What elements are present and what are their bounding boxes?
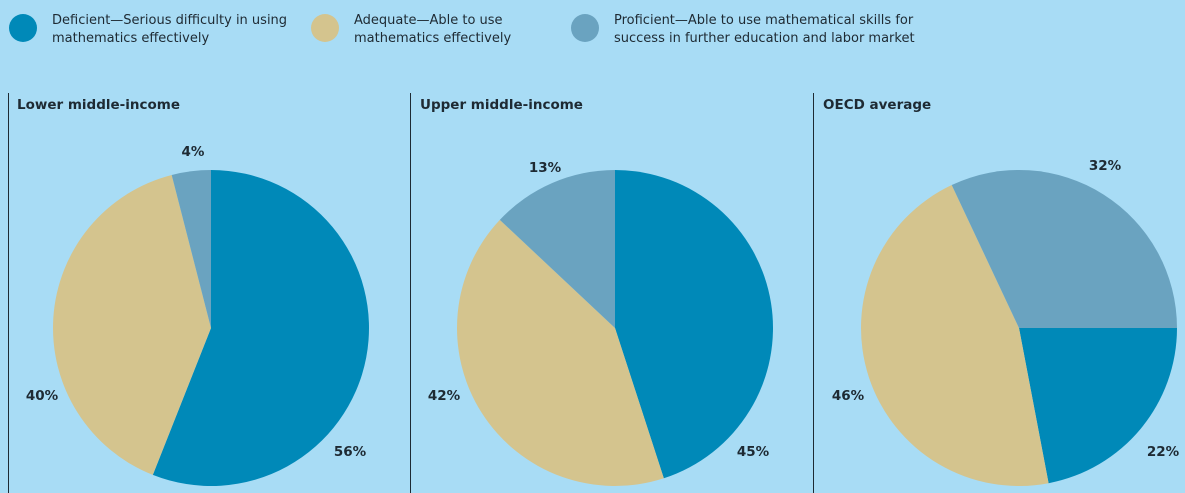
chart-title: Upper middle-income xyxy=(420,97,583,113)
pie-slice xyxy=(152,170,369,486)
legend-swatch xyxy=(571,14,599,42)
pie-slice xyxy=(615,170,773,479)
legend-label: Proficient—Able to use mathematical skil… xyxy=(614,13,915,46)
legend-swatch xyxy=(9,14,37,42)
legend-label: Adequate—Able to use mathematics effecti… xyxy=(354,13,512,46)
pie-slice xyxy=(52,174,211,475)
data-label: 42% xyxy=(428,388,461,404)
legend-label: Deficient—Serious difficulty in using ma… xyxy=(52,13,288,46)
pie-slice xyxy=(457,219,664,487)
data-label: 32% xyxy=(1089,158,1122,174)
pie-slice xyxy=(861,185,1049,486)
data-label: 4% xyxy=(182,144,205,160)
pie-slice xyxy=(171,170,211,328)
data-label: 45% xyxy=(737,444,770,460)
legend-swatch xyxy=(311,14,339,42)
pie-slice xyxy=(951,170,1177,328)
chart-title: Lower middle-income xyxy=(17,97,181,113)
data-label: 13% xyxy=(529,160,562,176)
data-label: 22% xyxy=(1147,444,1180,460)
pie-slice xyxy=(1019,328,1177,484)
data-label: 56% xyxy=(334,444,367,460)
data-label: 46% xyxy=(832,388,865,404)
data-label: 40% xyxy=(26,388,59,404)
pie-slice xyxy=(499,170,615,328)
chart-title: OECD average xyxy=(823,97,932,113)
